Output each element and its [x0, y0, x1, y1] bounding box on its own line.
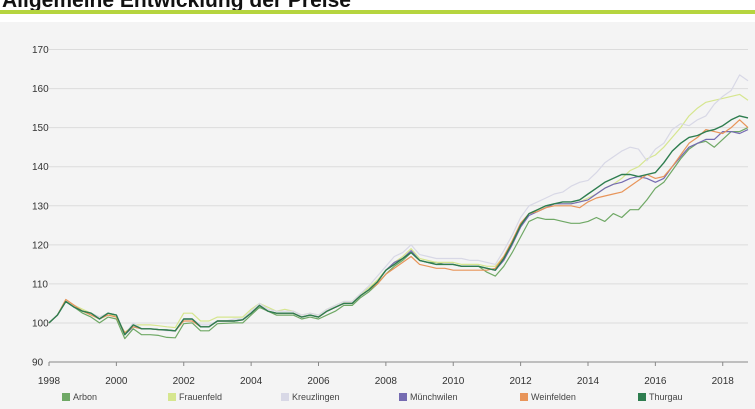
series-lines [48, 74, 749, 340]
y-tick-label: 120 [32, 240, 49, 251]
legend-swatch [62, 393, 70, 401]
y-tick-label: 130 [32, 201, 49, 212]
y-axis: 90 100 110 120 130 140 150 160 170 [32, 45, 49, 368]
legend-item-arbon: Arbon [62, 389, 97, 405]
page-title: Allgemeine Entwicklung der Preise [2, 0, 351, 12]
legend-item-frauenfeld: Frauenfeld [168, 389, 222, 405]
legend-label: Münchwilen [410, 392, 458, 402]
series-line-frauenfeld [48, 93, 749, 334]
x-tick-label: 2018 [712, 376, 735, 387]
legend-swatch [638, 393, 646, 401]
legend-label: Thurgau [649, 392, 683, 402]
legend-item-weinfelden: Weinfelden [520, 389, 576, 405]
grid-lines [49, 49, 748, 363]
x-tick-label: 2016 [644, 376, 667, 387]
legend-label: Arbon [73, 392, 98, 402]
x-tick-label: 2000 [105, 376, 128, 387]
legend-item-munchwilen: Münchwilen [399, 389, 458, 405]
x-tick-label: 1998 [38, 376, 61, 387]
chart-panel [0, 22, 755, 409]
x-tick-label: 2002 [173, 376, 196, 387]
y-tick-label: 100 [32, 318, 49, 329]
y-tick-label: 170 [32, 45, 49, 56]
legend: Arbon Frauenfeld Kreuzlingen Münchwilen Wein… [62, 389, 752, 405]
x-tick-label: 2010 [442, 376, 465, 387]
x-axis: 1998 2000 2002 2004 2006 2008 2010 2012 2014 2016… [38, 362, 734, 387]
series-line-arbon [48, 127, 749, 340]
y-tick-label: 140 [32, 162, 49, 173]
legend-swatch [168, 393, 176, 401]
legend-label: Kreuzlingen [292, 392, 340, 402]
title-rule [0, 10, 755, 14]
legend-label: Frauenfeld [179, 392, 223, 402]
legend-swatch [520, 393, 528, 401]
series-line-weinfelden [48, 119, 749, 334]
y-tick-label: 150 [32, 123, 49, 134]
y-tick-label: 160 [32, 84, 49, 95]
x-tick-label: 2008 [375, 376, 398, 387]
legend-label: Weinfelden [531, 392, 576, 402]
x-tick-label: 2006 [307, 376, 330, 387]
legend-item-thurgau: Thurgau [638, 389, 683, 405]
legend-swatch [399, 393, 407, 401]
x-tick-label: 2012 [509, 376, 532, 387]
x-tick-label: 2014 [577, 376, 600, 387]
y-tick-label: 90 [32, 358, 44, 369]
legend-swatch [281, 393, 289, 401]
legend-item-kreuzlingen: Kreuzlingen [281, 389, 340, 405]
series-line-thurgau [48, 115, 749, 336]
series-line-munchwilen [48, 129, 749, 336]
y-tick-label: 110 [32, 279, 48, 290]
title-strip: Allgemeine Entwicklung der Preise [0, 0, 755, 14]
x-tick-label: 2004 [240, 376, 263, 387]
